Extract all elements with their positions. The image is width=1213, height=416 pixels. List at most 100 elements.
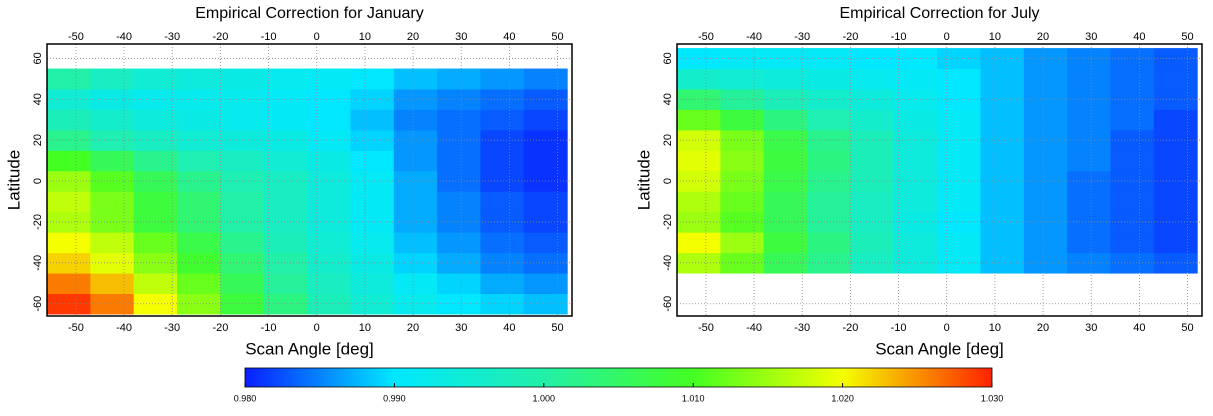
heat-cell [350, 232, 395, 254]
heat-cell [437, 211, 481, 233]
heat-cell [393, 273, 438, 295]
heat-cell [893, 191, 938, 213]
heat-cell [1067, 252, 1111, 274]
heat-cell [263, 191, 308, 213]
heat-cell [393, 170, 438, 192]
heat-cell [1023, 109, 1068, 131]
x-tick-label: -10 [891, 322, 907, 334]
heat-cell [263, 273, 308, 295]
heat-cell [937, 109, 981, 131]
heat-cell [350, 109, 395, 131]
x-tick-label: -30 [794, 322, 810, 334]
heat-cell [263, 293, 308, 315]
heat-cell [1023, 232, 1068, 254]
heat-cell [807, 88, 851, 110]
heat-cell [807, 150, 851, 172]
x-tick-label: -40 [746, 31, 762, 43]
heat-cell [437, 293, 481, 315]
y-axis-label: Latitude [634, 150, 653, 211]
y-axis-label: Latitude [4, 150, 23, 211]
x-tick-label: -40 [746, 322, 762, 334]
heat-cell [1023, 150, 1068, 172]
heat-cell [980, 170, 1025, 192]
heat-cell [437, 191, 481, 213]
heat-cell [350, 273, 395, 295]
heat-cell [437, 150, 481, 172]
colorbar-tick-label: 0.990 [383, 393, 406, 403]
heat-cell [177, 211, 221, 233]
heat-cell [1023, 88, 1068, 110]
heat-cell [393, 293, 438, 315]
heat-cell [980, 109, 1025, 131]
x-tick-label: 10 [359, 31, 371, 43]
heat-cell [1153, 232, 1198, 254]
heat-cell [677, 68, 721, 90]
heat-cell [763, 150, 808, 172]
heat-cell [263, 232, 308, 254]
x-tick-label: -10 [261, 31, 277, 43]
heat-cell [893, 48, 938, 70]
heat-cell [90, 191, 135, 213]
heat-cell [1067, 109, 1111, 131]
heat-cell [393, 68, 438, 90]
heat-cell [437, 68, 481, 90]
heat-cell [850, 191, 895, 213]
heat-cell [1023, 48, 1068, 70]
heat-cell [437, 109, 481, 131]
x-axis-label: Scan Angle [deg] [875, 339, 1004, 358]
heat-cell [480, 170, 525, 192]
heat-cell [1067, 211, 1111, 233]
y-tick-label: -20 [32, 214, 44, 230]
heat-cell [763, 232, 808, 254]
heat-cell [1023, 129, 1068, 151]
heat-cell [1153, 191, 1198, 213]
heat-cell [350, 88, 395, 110]
x-tick-label: -20 [842, 322, 858, 334]
heat-cell [720, 109, 765, 131]
heat-cell [220, 191, 265, 213]
heat-cell [90, 232, 135, 254]
heat-cell [1110, 150, 1155, 172]
heat-cell [480, 211, 525, 233]
heat-cell [763, 191, 808, 213]
x-tick-label: 10 [989, 31, 1001, 43]
heat-cell [393, 88, 438, 110]
x-tick-label: -10 [891, 31, 907, 43]
y-tick-label: -60 [32, 296, 44, 312]
heat-cell [1023, 252, 1068, 274]
heat-cell [807, 48, 851, 70]
heat-cell [1067, 129, 1111, 151]
heat-cell [893, 88, 938, 110]
colorbar [244, 367, 993, 388]
heat-cell [220, 150, 265, 172]
heat-cell [807, 109, 851, 131]
heat-cell [523, 68, 568, 90]
heat-cell [807, 170, 851, 192]
heat-cell [263, 109, 308, 131]
heat-cell [350, 68, 395, 90]
heat-cell [480, 191, 525, 213]
heat-cell [393, 150, 438, 172]
heat-cell [677, 232, 721, 254]
heat-cell [720, 48, 765, 70]
x-tick-label: -10 [261, 322, 277, 334]
heat-cell [307, 68, 351, 90]
x-tick-label: 40 [503, 322, 515, 334]
heat-cell [980, 252, 1025, 274]
heat-cell [893, 211, 938, 233]
heat-cell [90, 68, 135, 90]
heat-cell [1110, 252, 1155, 274]
heat-cell [720, 232, 765, 254]
x-tick-label: -50 [68, 322, 84, 334]
heat-cell [177, 109, 221, 131]
heat-cell [807, 68, 851, 90]
y-tick-label: -20 [662, 214, 674, 230]
heat-cell [263, 252, 308, 274]
heat-cell [90, 150, 135, 172]
heat-cell [480, 109, 525, 131]
heat-cell [47, 68, 91, 90]
heat-cell [480, 88, 525, 110]
heat-cell [480, 150, 525, 172]
heat-cell [307, 273, 351, 295]
